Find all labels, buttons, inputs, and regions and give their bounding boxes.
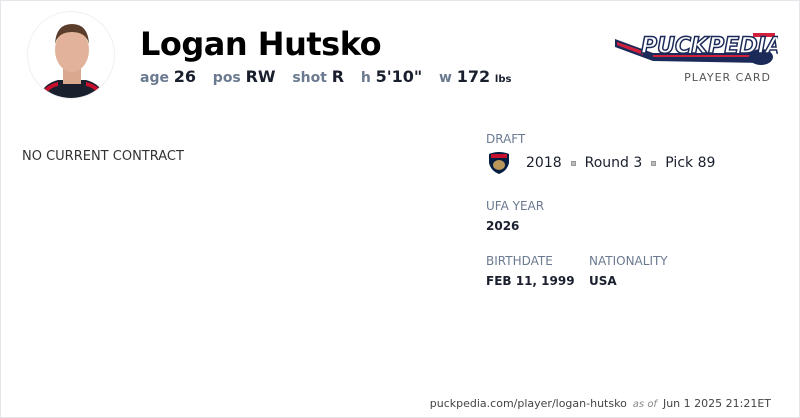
player-url[interactable]: puckpedia.com/player/logan-hutsko: [429, 397, 627, 410]
age-label: age: [140, 70, 169, 86]
weight-unit: lbs: [494, 74, 512, 85]
florida-panthers-logo-icon: [489, 152, 509, 174]
birthdate-value: FEB 11, 1999: [486, 274, 575, 288]
contract-status: NO CURRENT CONTRACT: [22, 149, 184, 164]
shot-label: shot: [292, 70, 327, 86]
draft-year: 2018: [526, 155, 562, 171]
weight-label: w: [439, 70, 452, 86]
age-value: 26: [173, 67, 197, 86]
player-card-label: PLAYER CARD: [684, 71, 771, 84]
separator-icon: [651, 160, 657, 166]
player-name: Logan Hutsko: [140, 25, 382, 63]
height-label: h: [360, 70, 371, 86]
draft-label: DRAFT: [486, 132, 526, 146]
player-stats: age 26 pos RW shot R h 5'10" w 172 lbs: [140, 67, 511, 86]
timestamp: Jun 1 2025 21:21ET: [662, 397, 771, 410]
separator-icon: [570, 160, 576, 166]
shot-value: R: [331, 67, 345, 86]
height-value: 5'10": [375, 67, 423, 86]
nationality-label: NATIONALITY: [589, 254, 668, 268]
player-avatar: [27, 11, 115, 99]
ufa-value: 2026: [486, 219, 520, 233]
puckpedia-logo: PUCKPEDIA: [613, 23, 784, 72]
nationality-value: USA: [589, 274, 617, 288]
draft-pick: Pick 89: [665, 155, 716, 171]
birthdate-label: BIRTHDATE: [486, 254, 553, 268]
draft-round: Round 3: [584, 155, 643, 171]
as-of-label: as of: [632, 399, 657, 410]
ufa-label: UFA YEAR: [486, 199, 545, 213]
pos-value: RW: [245, 67, 276, 86]
footer: puckpedia.com/player/logan-hutsko as of Ju…: [430, 397, 771, 410]
weight-value: 172: [456, 67, 491, 86]
pos-label: pos: [212, 70, 241, 86]
logo-text: PUCKPEDIA: [641, 34, 778, 59]
draft-info: 2018 Round 3 Pick 89: [488, 151, 715, 175]
